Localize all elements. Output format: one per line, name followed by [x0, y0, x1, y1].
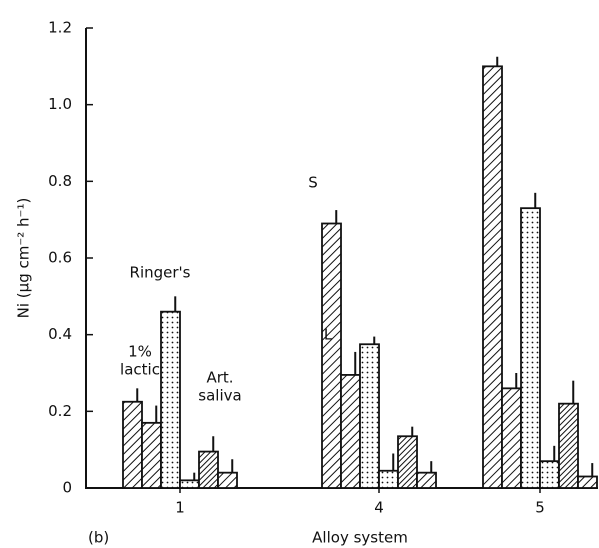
- annotation: saliva: [198, 387, 241, 405]
- x-tick-label: 4: [374, 499, 384, 517]
- y-tick-label: 0: [62, 479, 72, 497]
- bar: [359, 343, 380, 489]
- bar: [482, 65, 503, 489]
- y-tick-label: 0.8: [48, 172, 72, 190]
- annotation: Ringer's: [130, 264, 191, 282]
- y-tick-label: 0.6: [48, 249, 72, 267]
- y-tick-label: 0.4: [48, 325, 72, 343]
- annotation: S: [308, 174, 318, 192]
- x-tick-label: 5: [535, 499, 545, 517]
- annotation: Art.: [206, 369, 233, 387]
- annotation: lactic: [120, 361, 160, 379]
- x-axis-label: Alloy system: [312, 529, 408, 547]
- bar: [577, 475, 598, 489]
- panel-label: (b): [88, 529, 109, 547]
- bar: [397, 435, 418, 489]
- bar: [378, 469, 399, 489]
- y-tick-label: 0.2: [48, 402, 72, 420]
- bar: [520, 207, 541, 489]
- bar: [340, 374, 361, 489]
- bar: [416, 471, 437, 489]
- x-tick-label: 1: [175, 499, 185, 517]
- bar: [160, 310, 181, 489]
- bar: [539, 460, 560, 489]
- bar: [141, 421, 162, 489]
- bar: [321, 222, 342, 489]
- bar: [217, 471, 238, 489]
- y-tick-label: 1.2: [48, 19, 72, 37]
- y-tick-label: 1.0: [48, 95, 72, 113]
- bar: [122, 400, 143, 489]
- bar: [179, 479, 200, 489]
- y-axis-label: Ni (μg cm⁻² h⁻¹): [15, 198, 33, 319]
- bar: [558, 402, 579, 489]
- annotation: L: [324, 326, 333, 344]
- bar: [198, 450, 219, 489]
- bar: [501, 387, 522, 489]
- annotation: 1%: [128, 343, 152, 361]
